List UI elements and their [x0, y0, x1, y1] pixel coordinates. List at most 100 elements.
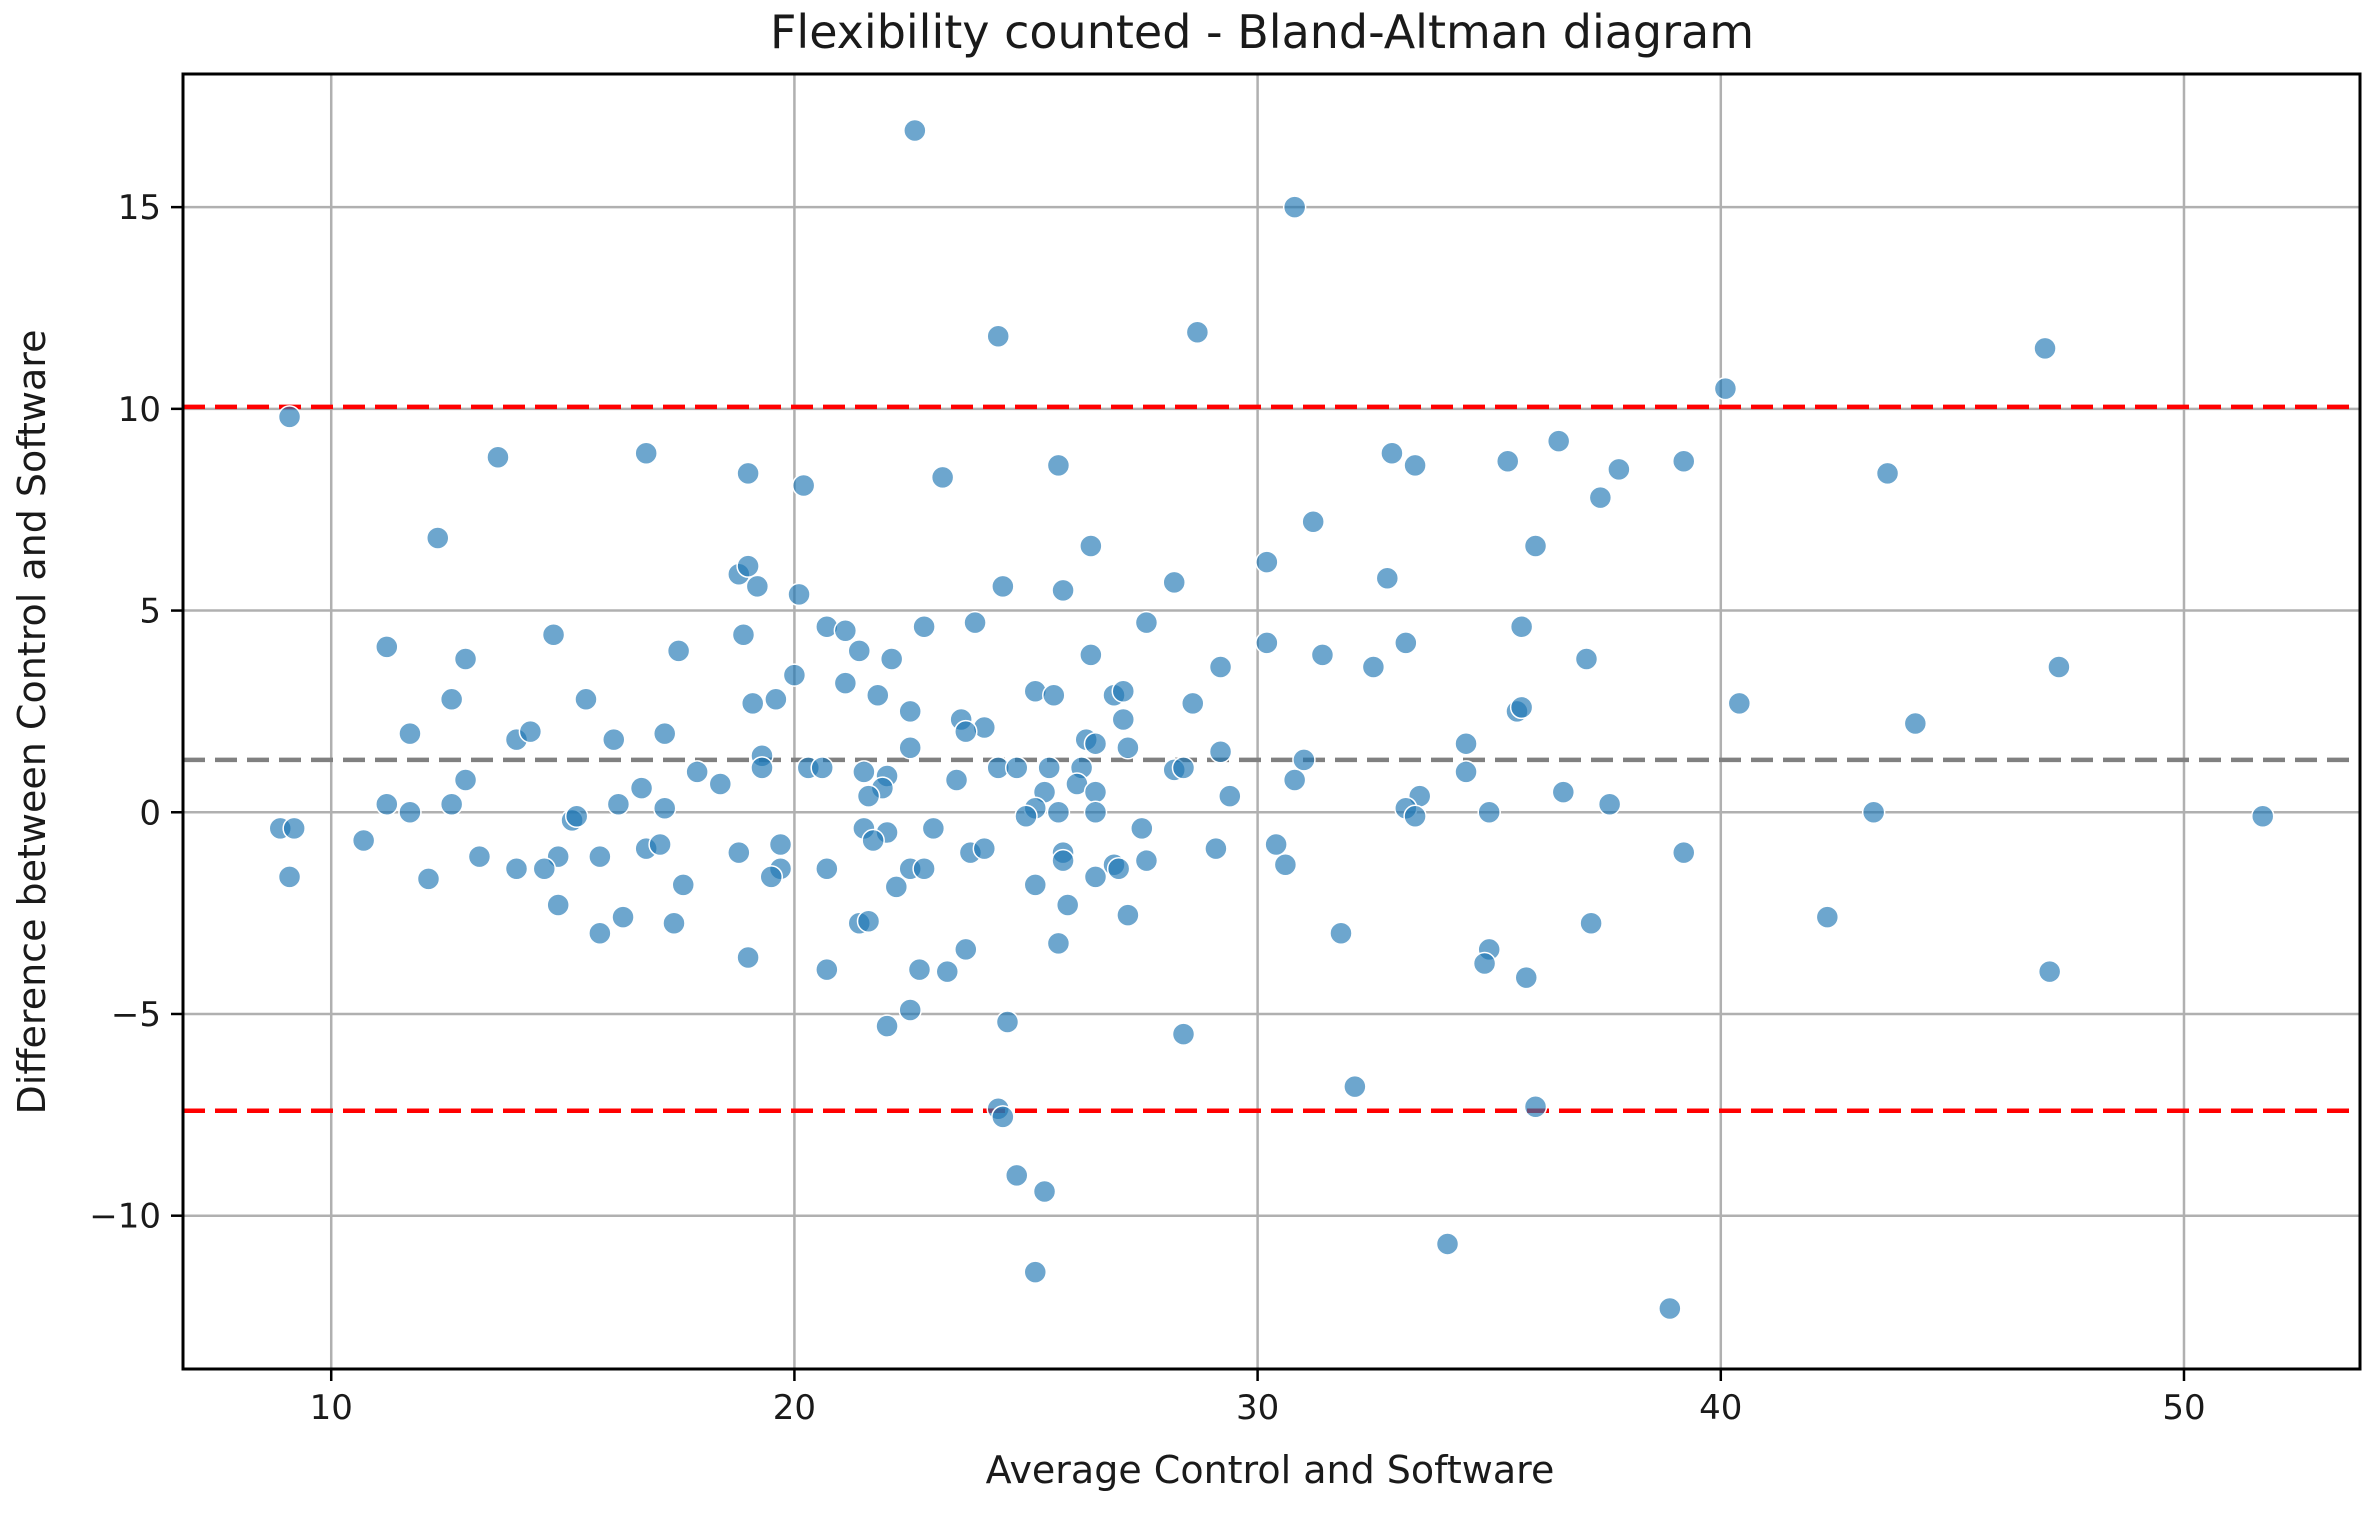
scatter-point	[991, 1105, 1015, 1129]
scatter-point	[912, 857, 936, 881]
scatter-point	[546, 893, 570, 917]
scatter-point	[1023, 873, 1048, 897]
scatter-point	[764, 687, 788, 712]
scatter-point	[282, 816, 306, 841]
scatter-point	[277, 865, 302, 889]
scatter-point	[1130, 816, 1154, 841]
scatter-point	[727, 840, 751, 865]
scatter-point	[1509, 614, 1534, 639]
scatter-point	[1083, 865, 1108, 889]
scatter-point	[1171, 1022, 1196, 1046]
scatter-point	[1185, 320, 1210, 344]
scatter-point	[963, 610, 987, 635]
scatter-point	[1282, 768, 1307, 792]
scatter-point	[1116, 735, 1140, 760]
scatter-point	[486, 445, 510, 470]
scatter-point	[954, 719, 978, 744]
scatter-point	[652, 796, 677, 820]
scatter-point	[426, 526, 450, 550]
x-tick-label: 50	[2162, 1388, 2205, 1428]
scatter-point	[856, 784, 881, 808]
scatter-point	[606, 792, 631, 816]
scatter-point	[588, 921, 612, 946]
scatter-point	[1273, 852, 1298, 877]
scatter-point	[1134, 610, 1159, 635]
scatter-point	[1208, 655, 1233, 679]
scatter-point	[1671, 449, 1696, 474]
scatter-point	[1361, 655, 1386, 679]
scatter-point	[1329, 921, 1353, 946]
scatter-point	[1111, 679, 1136, 703]
scatter-point	[662, 911, 686, 935]
y-tick-label: 15	[118, 188, 161, 228]
scatter-point	[1079, 643, 1103, 667]
scatter-point	[1083, 780, 1108, 804]
y-tick-label: 0	[139, 793, 161, 833]
scatter-point	[1403, 804, 1427, 829]
scatter-point	[1004, 1163, 1029, 1188]
scatter-point	[453, 647, 478, 671]
scatter-point	[1111, 707, 1136, 732]
scatter-point	[1713, 376, 1738, 401]
scatter-point	[768, 832, 793, 857]
scatter-point	[750, 756, 774, 780]
scatter-point	[1343, 1074, 1367, 1099]
scatter-point	[782, 663, 807, 687]
scatter-point	[467, 844, 492, 869]
scatter-point	[439, 687, 464, 712]
reference-lines	[183, 404, 2360, 1114]
scatter-point	[986, 324, 1010, 348]
scatter-point	[861, 828, 885, 853]
grid	[183, 74, 2360, 1369]
scatter-point	[708, 772, 733, 796]
scatter-point	[2250, 804, 2275, 829]
scatter-point	[1574, 647, 1599, 671]
scatter-point	[912, 614, 936, 639]
scatter-point	[852, 760, 876, 784]
scatter-point	[1037, 756, 1061, 780]
x-tick-label: 10	[310, 1388, 353, 1428]
scatter-point	[903, 118, 927, 143]
scatter-point	[518, 719, 543, 744]
scatter-point	[736, 945, 760, 970]
scatter-point	[453, 768, 478, 792]
scatter-point	[1083, 800, 1108, 825]
scatter-point	[1903, 711, 1928, 736]
scatter-point	[1588, 485, 1613, 510]
scatter-point	[1815, 905, 1840, 929]
chart-title: Flexibility counted - Bland-Altman diagr…	[770, 5, 1754, 59]
scatter-point	[1495, 449, 1520, 474]
scatter-point	[1671, 840, 1696, 865]
scatter-point	[1004, 756, 1029, 780]
scatter-point	[351, 828, 376, 853]
y-tick-label: −10	[89, 1197, 161, 1237]
scatter-point	[954, 937, 978, 962]
scatter-point	[1375, 566, 1400, 591]
scatter-point	[1597, 792, 1622, 816]
scatter-point	[541, 623, 566, 647]
scatter-point	[731, 623, 756, 647]
scatter-point	[1523, 534, 1548, 558]
scatter-point	[1380, 441, 1404, 465]
scatter-point	[935, 959, 960, 984]
scatter-point	[1162, 570, 1186, 595]
scatter-point	[1403, 453, 1427, 478]
scatter-point	[2037, 959, 2062, 984]
scatter-point	[930, 465, 955, 490]
y-tick-label: 5	[139, 592, 161, 632]
y-tick-label: −5	[111, 995, 161, 1035]
scatter-point	[439, 792, 464, 816]
scatter-point	[666, 639, 691, 663]
scatter-point	[1658, 1296, 1682, 1321]
scatter-point	[1477, 800, 1501, 825]
scatter-point	[847, 639, 872, 663]
scatter-point	[1218, 784, 1242, 808]
scatter-point	[1607, 457, 1631, 482]
scatter-point	[740, 691, 765, 716]
scatter-point	[1727, 691, 1752, 716]
scatter-point	[1454, 760, 1478, 784]
scatter-point	[1046, 800, 1071, 825]
scatter-point	[1551, 780, 1576, 804]
scatter-point	[944, 768, 969, 792]
scatter-point	[504, 857, 529, 881]
